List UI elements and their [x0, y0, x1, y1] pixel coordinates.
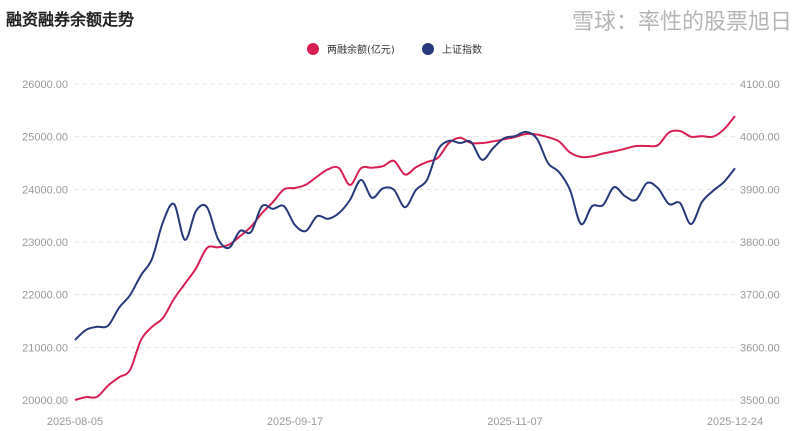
- series-line-sse-index: [74, 130, 736, 341]
- x-tick-label: 2025-12-24: [707, 416, 763, 428]
- legend-label: 上证指数: [442, 43, 482, 56]
- y-left-tick-label: 26000.00: [22, 79, 68, 91]
- x-tick-label: 2025-11-07: [487, 416, 542, 428]
- y-left-tick-label: 20000.00: [22, 395, 68, 407]
- y-right-tick-label: 3800.00: [740, 237, 780, 249]
- legend-label: 两融余额(亿元): [327, 43, 395, 56]
- x-tick-label: 2025-08-05: [47, 416, 103, 428]
- watermark: 雪球：率性的股票旭日: [571, 10, 792, 35]
- y-right-tick-label: 3500.00: [740, 395, 780, 407]
- y-right-tick-label: 3600.00: [740, 342, 780, 354]
- y-left-tick-label: 24000.00: [22, 184, 68, 196]
- y-left-tick-label: 21000.00: [22, 342, 68, 354]
- y-left-tick-label: 23000.00: [22, 237, 68, 249]
- y-left-tick-label: 25000.00: [22, 132, 68, 144]
- y-right-tick-label: 4000.00: [740, 132, 780, 144]
- legend-marker: [422, 43, 434, 55]
- legend-marker: [307, 43, 319, 55]
- y-right-tick-label: 4100.00: [740, 79, 780, 91]
- x-tick-label: 2025-09-17: [267, 416, 323, 428]
- series-line-margin-balance: [74, 115, 736, 401]
- chart-title: 融资融券余额走势: [6, 10, 135, 29]
- y-right-tick-label: 3900.00: [740, 184, 780, 196]
- y-right-tick-label: 3700.00: [740, 290, 780, 302]
- y-left-tick-label: 22000.00: [22, 290, 68, 302]
